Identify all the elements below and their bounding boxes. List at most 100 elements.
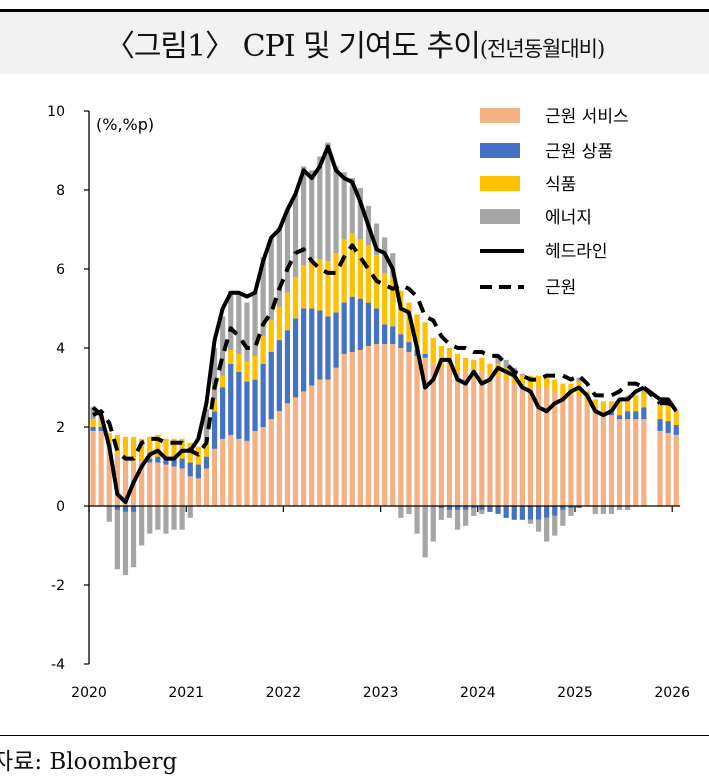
bar-goods	[625, 411, 631, 420]
bar-goods	[657, 419, 663, 431]
bar-services	[665, 432, 671, 506]
bar-goods	[568, 506, 574, 508]
bar-goods	[576, 506, 582, 508]
bar-food	[349, 233, 355, 297]
chart-title: 〈그림1〉 CPI 및 기여도 추이(전년동월대비)	[104, 21, 605, 65]
bar-food	[220, 375, 226, 388]
bar-services	[90, 430, 96, 506]
footer-rule	[0, 735, 709, 736]
bar-services	[535, 387, 542, 506]
bar-goods	[608, 413, 615, 416]
bar-energy	[171, 506, 177, 530]
bar-energy	[228, 290, 234, 350]
bar-food	[487, 363, 493, 376]
bar-goods	[398, 334, 404, 348]
bar-goods	[252, 379, 258, 431]
bar-energy	[527, 519, 534, 524]
legend-label-headline: 헤드라인	[545, 242, 608, 262]
legend-label-food: 식품	[545, 175, 576, 195]
y-tick-label: -4	[51, 657, 65, 673]
bar-goods	[333, 312, 339, 368]
bar-food	[106, 432, 112, 443]
bar-services	[276, 411, 282, 506]
bar-services	[228, 434, 234, 506]
bar-services	[365, 346, 372, 506]
bar-goods	[228, 363, 234, 435]
bar-food	[292, 276, 299, 319]
bar-services	[657, 430, 663, 506]
bar-goods	[98, 427, 104, 431]
line-headline	[91, 144, 678, 505]
bar-services	[122, 458, 129, 506]
title-bar: 〈그림1〉 CPI 및 기여도 추이(전년동월대비)	[0, 12, 709, 74]
bar-food	[203, 440, 210, 457]
bar-services	[422, 357, 428, 506]
bar-food	[657, 403, 663, 420]
bar-services	[284, 403, 291, 506]
bar-services	[260, 427, 266, 506]
bar-goods	[454, 506, 461, 510]
bar-energy	[301, 166, 307, 266]
bar-goods	[495, 506, 501, 514]
bar-energy	[592, 506, 598, 514]
bar-goods	[220, 387, 226, 439]
bar-energy	[608, 506, 615, 514]
bar-food	[406, 302, 412, 343]
bar-services	[163, 464, 169, 506]
bar-services	[333, 367, 339, 506]
bar-goods	[422, 353, 428, 358]
bar-services	[341, 353, 347, 506]
bar-goods	[130, 506, 137, 512]
bar-energy	[446, 509, 453, 518]
bar-services	[155, 462, 161, 506]
bar-energy	[130, 511, 137, 568]
bar-food	[673, 411, 679, 426]
chart-title-sub: (전년동월대비)	[479, 37, 605, 61]
bar-food	[616, 399, 623, 416]
bar-food	[665, 405, 671, 422]
bar-goods	[511, 506, 517, 520]
bar-services	[301, 391, 307, 506]
bar-food	[155, 434, 161, 457]
bar-food	[414, 314, 420, 350]
bar-services	[382, 344, 388, 506]
bar-energy	[163, 506, 169, 534]
bar-food	[479, 357, 485, 372]
bar-services	[390, 344, 396, 506]
y-tick-label: 0	[56, 499, 65, 515]
bar-energy	[317, 156, 323, 260]
bar-food	[341, 239, 347, 303]
bar-food	[317, 259, 323, 311]
bar-food	[463, 357, 469, 372]
bar-energy	[576, 377, 582, 382]
bar-energy	[568, 507, 574, 516]
bar-services	[633, 419, 639, 506]
bar-food	[130, 436, 137, 461]
bar-services	[600, 415, 606, 506]
bar-goods	[268, 351, 274, 420]
bar-energy	[179, 506, 185, 530]
bar-services	[641, 419, 647, 506]
bar-food	[147, 436, 153, 459]
y-tick-label: 8	[56, 183, 65, 199]
legend-swatch-goods	[480, 143, 520, 158]
bar-services	[236, 438, 242, 506]
bar-energy	[252, 292, 258, 356]
bar-services	[479, 371, 485, 506]
bar-goods	[179, 458, 185, 469]
bar-energy	[268, 237, 274, 321]
bar-services	[349, 351, 355, 506]
bar-services	[98, 430, 104, 506]
bar-energy	[309, 170, 315, 262]
bar-energy	[414, 506, 420, 534]
lines-layer	[91, 144, 678, 505]
bar-services	[292, 397, 299, 506]
bar-services	[268, 419, 274, 506]
bar-services	[203, 468, 210, 506]
bar-services	[446, 367, 453, 506]
bar-services	[179, 468, 185, 506]
legend-swatch-energy	[480, 209, 520, 224]
chart-title-main: 〈그림1〉 CPI 및 기여도 추이	[104, 29, 481, 64]
x-tick-label: 2026	[654, 685, 690, 701]
bar-energy	[203, 409, 210, 441]
